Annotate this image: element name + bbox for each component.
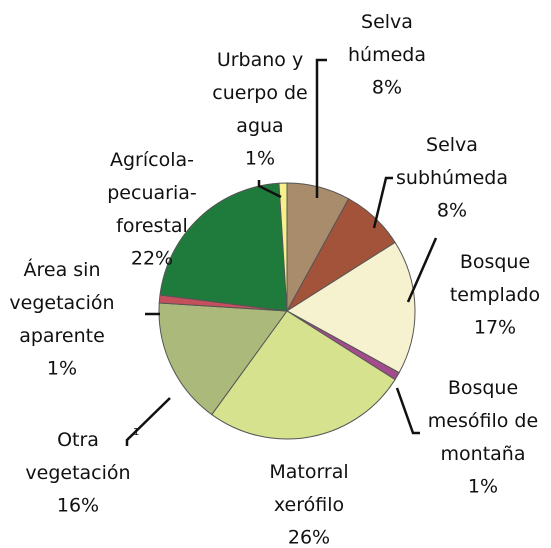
label-line: templado [450,284,540,306]
leader-line [257,180,282,199]
slice-label: Selva subhúmeda [396,134,508,189]
label-line: agua [236,115,283,137]
slice-label: Matorral xerófilo [269,461,348,516]
label-line: montaña [441,443,526,465]
label-line: Matorral [269,461,348,483]
label-line: forestal [116,215,188,237]
leader-line [315,58,327,198]
slice-label: Selva húmeda [348,11,426,66]
label-line: mesófilo de [428,410,538,432]
label-line: Bosque [448,377,518,399]
leader-line [406,237,438,303]
value-label: 1% [468,476,498,498]
label-line: vegetación [9,292,114,314]
slice-label: Otra vegetación [25,429,130,484]
value-label: 26% [288,527,330,548]
pie-slice [286,241,416,374]
value-label: 16% [57,495,99,517]
label-line: Selva [426,134,478,156]
pie-slice [158,302,288,416]
value-label: 22% [131,248,173,270]
label-line: pecuaria- [107,182,196,204]
leader-line [395,387,420,435]
slice-label: Bosque mesófilo de montaña [428,377,538,465]
label-line: Urbano y [217,49,303,71]
label-line: Agrícola- [110,149,194,171]
value-label: 1% [47,358,77,380]
value-label: 8% [372,77,402,99]
value-label: 1% [245,148,275,170]
leader-line [125,397,171,446]
leader-line [372,176,393,229]
label-line: vegetación [25,462,130,484]
label-line: cuerpo de [212,82,307,104]
slice-label: Agrícola-pecuaria-forestal [107,149,196,237]
label-line: aparente [19,325,105,347]
slice-label: Área sin vegetación aparente [9,258,114,347]
label-line: Área sin [24,258,101,281]
value-label: 17% [474,317,516,339]
value-label: 8% [437,200,467,222]
pie-slice [159,182,288,312]
label-line: Otra [57,429,99,451]
label-line: Bosque [460,251,530,273]
label-line: Selva [361,11,413,33]
label-line: subhúmeda [396,167,508,189]
slice-label: Bosque templado [450,251,540,306]
slice-label: Urbano y cuerpo de agua [212,49,307,137]
footnote-mark: 1 [133,427,139,438]
label-line: xerófilo [274,494,344,516]
pie-slice [278,182,288,312]
label-line: húmeda [348,44,426,66]
pie-slice [211,310,396,440]
